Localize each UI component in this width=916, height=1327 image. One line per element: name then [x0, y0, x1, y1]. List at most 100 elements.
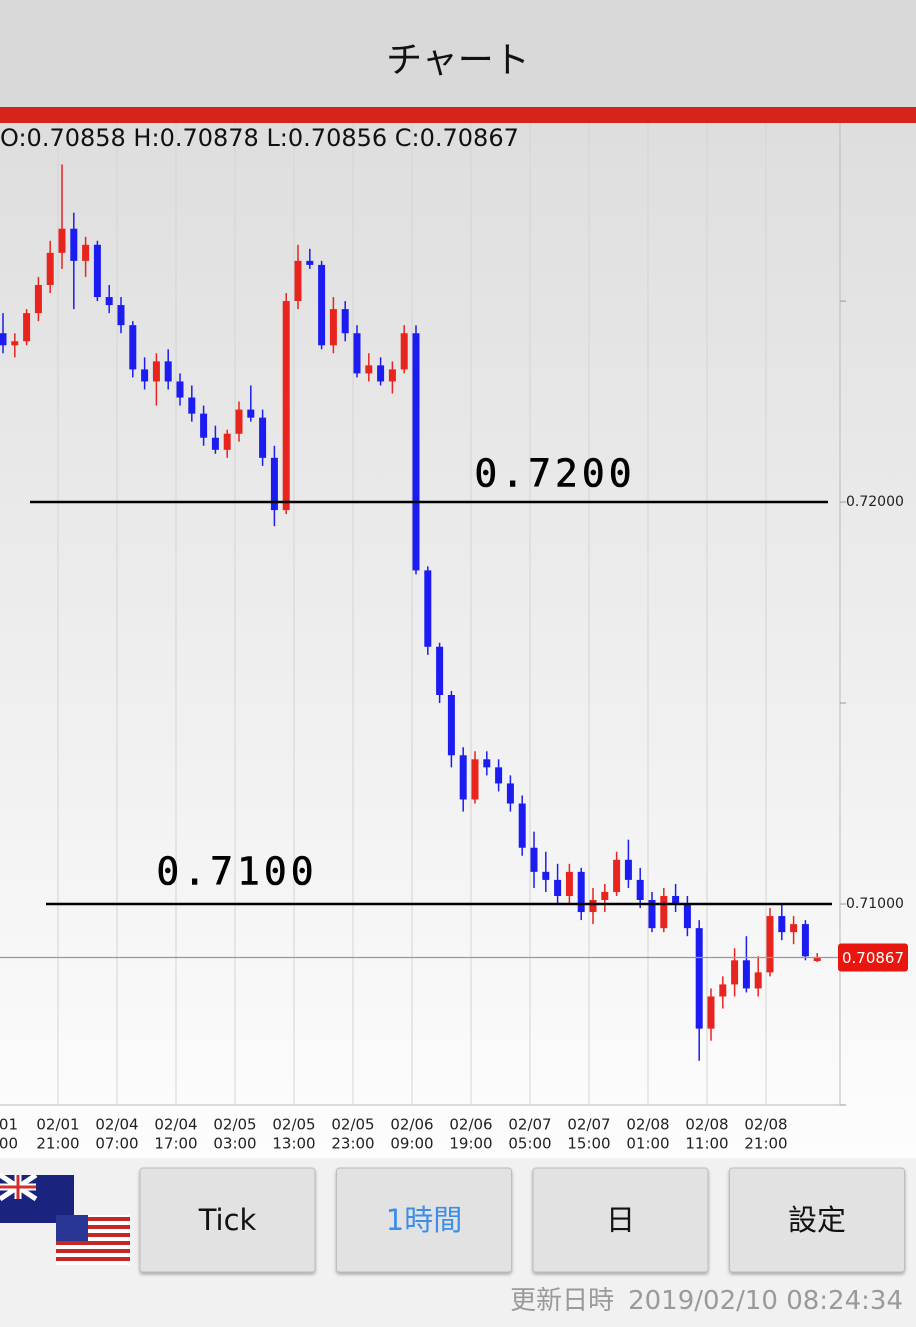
tab-button-label: 1時間	[386, 1203, 462, 1237]
candle-body	[801, 924, 809, 957]
update-label: 更新日時	[510, 1286, 614, 1316]
candle-body	[601, 891, 609, 900]
update-time: 更新日時 2019/02/10 08:24:34	[510, 1286, 903, 1316]
x-tick-label: /01	[0, 1116, 18, 1134]
candle-body	[282, 301, 290, 511]
candle-body	[365, 365, 373, 374]
x-tick-label: 17:00	[154, 1135, 197, 1153]
candle-body	[46, 252, 54, 285]
candle-body	[790, 924, 798, 933]
candle-body	[152, 361, 160, 382]
chart: /010002/0121:0002/0407:0002/0417:0002/05…	[0, 123, 908, 1153]
app-bar	[0, 0, 916, 107]
x-tick-label: 15:00	[567, 1135, 610, 1153]
x-tick-label: 02/04	[95, 1116, 138, 1134]
x-tick-label: 02/07	[567, 1116, 610, 1134]
x-tick-label: 02/05	[331, 1116, 374, 1134]
app-title: チャート	[386, 40, 530, 81]
candle-body	[483, 759, 491, 768]
x-tick-label: 09:00	[390, 1135, 433, 1153]
candle-body	[341, 309, 349, 334]
candle-body	[200, 413, 208, 438]
candle-body	[672, 895, 680, 905]
candle-body	[471, 759, 479, 800]
candle-body	[459, 755, 467, 800]
candle-body	[259, 417, 267, 458]
candle-body	[506, 783, 514, 804]
current-price-label: 0.70867	[842, 949, 904, 967]
x-tick-label: 00	[0, 1135, 18, 1153]
currency-flags	[0, 1172, 130, 1265]
x-tick-label: 05:00	[508, 1135, 551, 1153]
candle-body	[294, 260, 302, 302]
update-timestamp: 2019/02/10 08:24:34	[628, 1286, 903, 1316]
candle-body	[23, 313, 31, 342]
candle-body	[11, 341, 19, 346]
accent-bar	[0, 107, 916, 123]
candle-body	[683, 904, 691, 929]
candle-body	[400, 333, 408, 370]
candle-body	[447, 694, 455, 756]
candle-body	[636, 879, 644, 900]
candle-body	[235, 409, 243, 434]
candle-body	[707, 996, 715, 1029]
x-tick-label: 19:00	[449, 1135, 492, 1153]
candle-body	[731, 960, 739, 985]
candle-body	[495, 767, 503, 784]
candle-body	[412, 333, 420, 571]
x-tick-label: 02/08	[685, 1116, 728, 1134]
drawn-level-label: 0.7100	[156, 850, 317, 894]
candle-body	[530, 847, 538, 872]
drawn-level-label: 0.7200	[474, 452, 635, 496]
tab-button-label: 設定	[788, 1203, 846, 1237]
x-tick-label: 03:00	[213, 1135, 256, 1153]
candle-body	[565, 871, 573, 896]
tab-button[interactable]	[729, 1167, 905, 1273]
candle-body	[129, 325, 137, 370]
candle-body	[141, 369, 149, 382]
candle-body	[388, 369, 396, 382]
button-row: Tick 1時間 日 設定	[139, 1167, 905, 1273]
candle-body	[223, 433, 231, 450]
candle-body	[778, 916, 786, 933]
candle-body	[424, 570, 432, 647]
x-tick-label: 02/04	[154, 1116, 197, 1134]
candle-body	[353, 333, 361, 374]
x-tick-label: 02/08	[744, 1116, 787, 1134]
tab-button[interactable]	[532, 1167, 709, 1273]
candle-body	[813, 957, 821, 962]
candle-body	[613, 859, 621, 892]
candle-body	[589, 899, 597, 913]
candle-body	[270, 457, 278, 511]
candle-body	[577, 871, 585, 913]
x-tick-label: 02/08	[626, 1116, 669, 1134]
candle-body	[648, 899, 656, 929]
candle-body	[306, 260, 314, 265]
x-tick-label: 21:00	[744, 1135, 787, 1153]
candle-body	[542, 871, 550, 880]
candle-body	[377, 365, 385, 382]
x-tick-label: 11:00	[685, 1135, 728, 1153]
x-tick-label: 13:00	[272, 1135, 315, 1153]
candle-body	[93, 244, 101, 298]
chart-background	[0, 123, 916, 1158]
tab-button[interactable]	[139, 1167, 316, 1273]
candle-body	[58, 228, 66, 253]
ohlc-readout: O:0.70858 H:0.70878 L:0.70856 C:0.70867	[0, 124, 519, 152]
tab-button-label: Tick	[198, 1203, 257, 1237]
x-tick-label: 01:00	[626, 1135, 669, 1153]
candle-body	[318, 264, 326, 346]
x-tick-label: 02/05	[272, 1116, 315, 1134]
y-tick-label: 0.71000	[846, 896, 904, 912]
x-tick-label: 07:00	[95, 1135, 138, 1153]
current-price-badge	[838, 943, 908, 972]
tab-button[interactable]	[336, 1167, 512, 1273]
candle-body	[34, 284, 42, 314]
candle-body	[188, 397, 196, 414]
candle-body	[742, 960, 750, 989]
candle-body	[766, 916, 774, 973]
tab-button-label: 日	[606, 1203, 635, 1237]
candle-body	[247, 409, 255, 418]
x-tick-label: 02/01	[36, 1116, 79, 1134]
